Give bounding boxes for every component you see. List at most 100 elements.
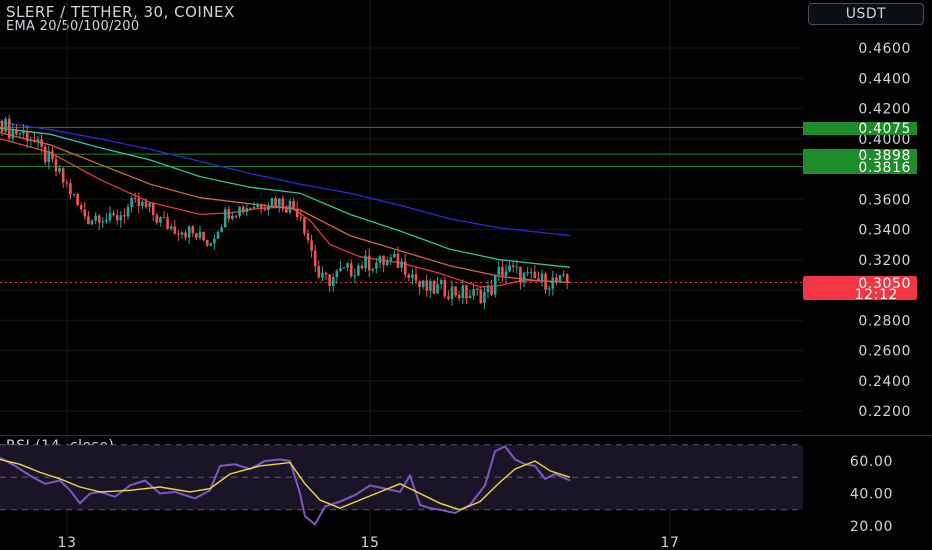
candle-body <box>105 220 108 222</box>
price-tick-label: 0.4200 <box>858 102 911 118</box>
horizontal-levels <box>0 126 803 283</box>
candle-body <box>360 265 364 269</box>
candle-body <box>407 274 411 278</box>
candle-body <box>400 261 403 268</box>
candle-body <box>36 139 40 142</box>
candle-body <box>454 286 457 296</box>
candle-body <box>465 285 468 299</box>
candle-body <box>108 213 112 221</box>
ema-100-line <box>0 127 571 268</box>
candle-body <box>313 250 317 267</box>
candle-body <box>483 291 486 304</box>
candle-body <box>277 198 281 208</box>
candle-body <box>76 193 79 206</box>
time-tick-label: 15 <box>360 535 379 550</box>
candle-body <box>526 272 529 274</box>
candle-body <box>382 255 385 266</box>
candle-body <box>562 274 565 276</box>
candle-body <box>411 274 414 278</box>
candle-body <box>25 131 29 141</box>
candle-body <box>126 206 130 217</box>
candle-body <box>195 233 198 239</box>
candle-body <box>331 276 335 286</box>
rsi-tick-label: 40.00 <box>850 487 893 503</box>
candle-body <box>87 216 90 225</box>
ema-lines <box>0 121 571 288</box>
price-tag: 0.4075 <box>803 121 917 137</box>
candle-body <box>504 271 508 276</box>
candle-body <box>414 274 418 282</box>
candle-body <box>151 203 155 216</box>
price-tag-label: 0.4075 <box>858 121 911 137</box>
candle-body <box>267 205 270 211</box>
candle-body <box>119 215 123 221</box>
price-tick-label: 0.2200 <box>858 404 911 420</box>
countdown-label: 12:12 <box>855 287 898 303</box>
candle-body <box>198 231 202 239</box>
candle-body <box>537 278 540 282</box>
candle-body <box>83 209 87 217</box>
candle-body <box>54 159 58 172</box>
candle-body <box>486 286 490 292</box>
candle-body <box>223 209 227 228</box>
candle-body <box>112 213 115 216</box>
candle-body <box>515 266 519 268</box>
candle-body <box>292 201 295 209</box>
candle-body <box>202 231 205 241</box>
time-axis[interactable]: 13 15 17 <box>0 535 932 550</box>
candle-body <box>274 198 277 208</box>
candle-body <box>130 197 133 207</box>
candle-body <box>256 204 259 208</box>
candle-body <box>511 265 515 267</box>
candle-body <box>457 295 461 299</box>
candle-body <box>241 206 245 213</box>
candle-body <box>15 130 18 135</box>
candle-body <box>58 168 61 172</box>
candle-body <box>508 265 511 272</box>
level-tag-bg <box>803 161 917 174</box>
candle-body <box>65 182 69 184</box>
price-tick-label: 0.3600 <box>858 192 911 208</box>
price-tick-label: 0.3400 <box>858 223 911 239</box>
level-tag-bg <box>803 122 917 135</box>
candle-body <box>249 208 252 210</box>
price-tick-label: 0.4600 <box>858 41 911 57</box>
candle-body <box>281 198 285 209</box>
candle-body <box>425 280 429 291</box>
candle-body <box>321 272 324 278</box>
candle-body <box>533 271 537 279</box>
candle-body <box>544 273 547 290</box>
ema-20-line <box>0 138 571 288</box>
candle-body <box>306 233 310 241</box>
candle-body <box>205 240 209 246</box>
candle-body <box>177 233 180 235</box>
currency-button[interactable]: USDT <box>808 3 924 25</box>
candle-body <box>349 263 353 277</box>
candle-body <box>393 253 396 258</box>
time-axis-bg <box>0 536 932 550</box>
candle-body <box>231 215 234 219</box>
candle-body <box>443 280 447 297</box>
price-axis[interactable]: 0.4600 0.4400 0.4200 0.4000 0.3600 0.3400 0.32… <box>803 30 932 535</box>
price-tag-label: 0.3898 <box>858 148 911 164</box>
candle-body <box>101 221 105 223</box>
candle-body <box>216 231 220 239</box>
candle-body <box>522 272 526 283</box>
candle-body <box>155 215 159 223</box>
candle-body <box>529 271 533 273</box>
candle-body <box>234 215 238 217</box>
candle-body <box>396 253 400 268</box>
price-tick-label: 0.2800 <box>858 313 911 329</box>
candle-body <box>565 274 569 283</box>
candle-body <box>29 140 33 142</box>
candle-body <box>245 208 249 213</box>
candle-body <box>346 263 349 268</box>
candle-body <box>353 275 357 277</box>
candle-body <box>148 203 151 208</box>
candle-body <box>367 255 371 271</box>
price-tag: 0.3898 <box>803 148 917 164</box>
candle-body <box>209 243 213 246</box>
indicator-legend[interactable]: EMA 20/50/100/200 <box>6 19 140 34</box>
candle-body <box>493 274 497 295</box>
